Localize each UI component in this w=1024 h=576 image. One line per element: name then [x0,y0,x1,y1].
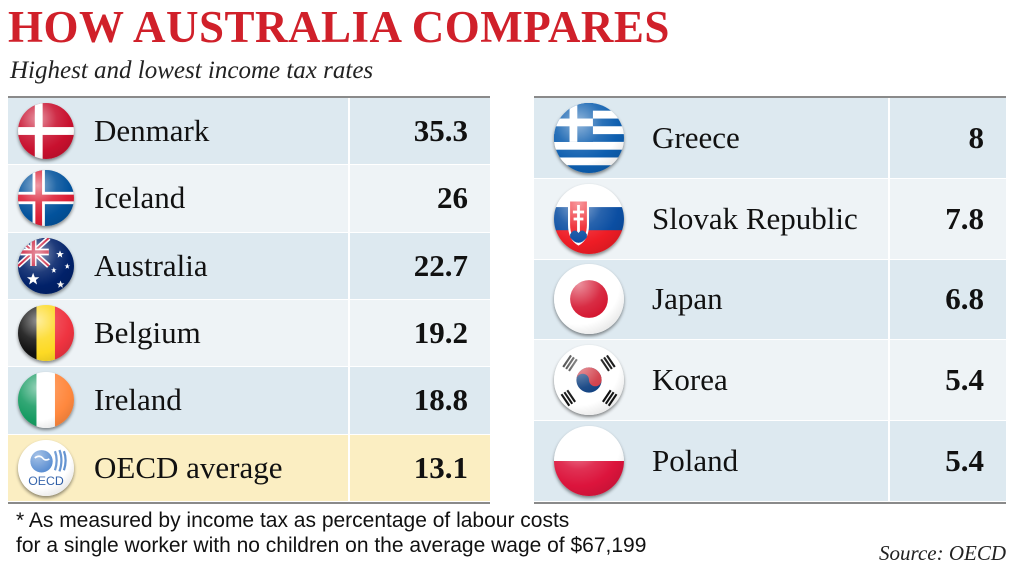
rate-cell: 35.3 [348,98,490,165]
country-name: Iceland [94,180,186,216]
table-row: Denmark 35.3 [8,98,490,166]
chart-title: HOW AUSTRALIA COMPARES [8,2,670,52]
table-row: Australia 22.7 [8,232,490,300]
country-name: OECD average [94,449,283,485]
country-cell: Belgium [8,300,348,367]
rate-value: 5.4 [945,443,984,479]
country-name: Poland [652,443,739,479]
iceland-flag-icon [18,170,74,227]
country-name: Belgium [94,315,201,351]
table-row: Slovak Republic 7.8 [534,178,1006,260]
country-cell: Japan [534,259,888,340]
rate-cell: 7.8 [888,178,1006,259]
rate-value: 7.8 [945,200,984,236]
rate-cell: 6.8 [888,259,1006,340]
slovakia-flag-icon [554,183,624,254]
japan-flag-icon [554,264,624,335]
rate-cell: 18.8 [348,367,490,434]
rate-cell: 19.2 [348,300,490,367]
ireland-flag-icon [18,372,74,429]
table-row: Iceland 26 [8,165,490,233]
rate-cell: 5.4 [888,340,1006,421]
country-name: Ireland [94,382,182,418]
country-name: Japan [652,281,723,317]
korea-flag-icon [554,345,624,416]
country-cell: Iceland [8,165,348,232]
rate-value: 35.3 [413,113,468,149]
country-name: Australia [94,247,208,283]
country-name: Denmark [94,113,210,149]
country-cell: Korea [534,340,888,421]
country-cell: Poland [534,421,888,501]
rate-value: 22.7 [413,247,468,283]
table-row: Korea 5.4 [534,340,1006,422]
country-cell: Greece [534,98,888,178]
country-cell: Australia [8,232,348,299]
rate-value: 6.8 [945,281,984,317]
rate-value: 19.2 [413,315,468,351]
rate-value: 5.4 [945,362,984,398]
greece-flag-icon [554,102,624,173]
country-name: Greece [652,119,740,155]
rate-value: 18.8 [413,382,468,418]
table-row: Belgium 19.2 [8,300,490,368]
denmark-flag-icon [18,103,74,160]
australia-flag-icon [18,237,74,294]
table-row: Poland 5.4 [534,421,1006,502]
rate-cell: 26 [348,165,490,232]
source-credit: Source: OECD [879,541,1006,565]
country-cell: Ireland [8,367,348,434]
country-cell: OECD OECD average [8,434,348,501]
rate-cell: 8 [888,98,1006,178]
chart-subtitle: Highest and lowest income tax rates [10,57,374,84]
rate-value: 26 [437,180,468,216]
table-row: OECD OECD average 13.1 [8,434,490,502]
belgium-flag-icon [18,305,74,362]
table-row: Japan 6.8 [534,259,1006,341]
rate-cell: 22.7 [348,232,490,299]
country-name: Slovak Republic [652,200,858,236]
rate-cell: 13.1 [348,434,490,501]
oecd-logo-icon: OECD [18,439,74,496]
rate-value: 13.1 [413,449,468,485]
table-row: Ireland 18.8 [8,367,490,435]
footnote-line-1: * As measured by income tax as percentag… [16,509,570,532]
poland-flag-icon [554,426,624,497]
table-row: Greece 8 [534,98,1006,179]
country-cell: Slovak Republic [534,178,888,259]
footnote-line-2: for a single worker with no children on … [16,534,647,557]
rate-value: 8 [968,119,985,155]
country-name: Korea [652,362,728,398]
rate-cell: 5.4 [888,421,1006,501]
footnote: * As measured by income tax as percentag… [16,508,646,558]
lowest-rates-table: Greece 8 Slovak Republic 7.8 Japan 6.8 Korea… [534,96,1006,504]
country-cell: Denmark [8,98,348,165]
highest-rates-table: Denmark 35.3 Iceland 26 Australia 22.7 Belgiu… [8,96,490,504]
